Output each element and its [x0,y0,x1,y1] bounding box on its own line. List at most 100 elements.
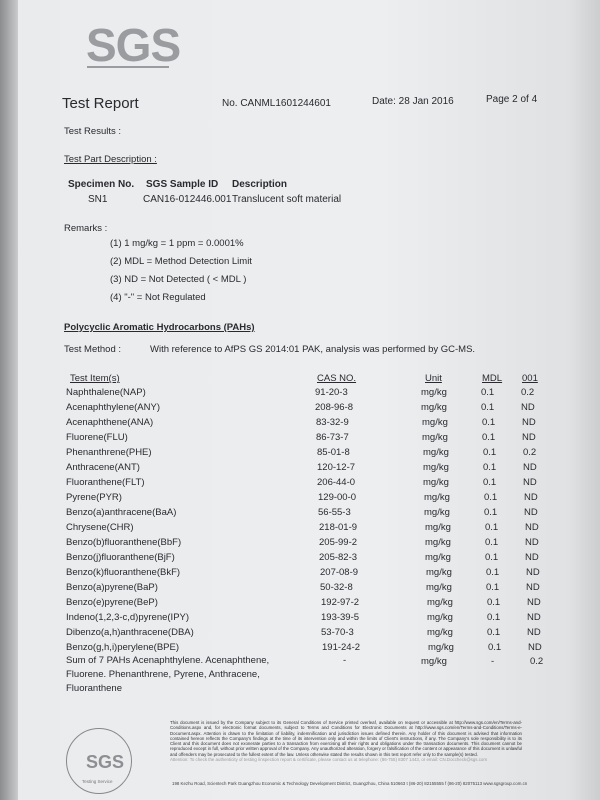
mdl: 0.1 [486,582,500,593]
test-item: Benzo(k)fluoranthene(BkF) [66,567,181,578]
sample-id: CAN16-012446.001 [143,194,232,205]
mdl: 0.1 [485,552,499,563]
sgs-stamp [66,728,132,794]
table-row: Fluorene(FLU) 86-73-7 mg/kg 0.1 ND [0,432,600,446]
cas-no: 85-01-8 [317,447,350,458]
remark-item: (2) MDL = Method Detection Limit [110,256,252,267]
sum-result: 0.2 [530,656,544,667]
result-001: ND [522,417,536,428]
result-001: ND [527,627,541,638]
mdl: 0.1 [482,417,496,428]
cas-no: 129-00-0 [318,492,357,503]
footer-address: 198 Kezhu Road, Scientech Park Guangzhou… [172,781,528,786]
remark-item: (1) 1 mg/kg = 1 ppm = 0.0001% [110,238,244,249]
unit: mg/kg [422,417,448,428]
unit: mg/kg [421,402,447,413]
sum-label-line: Sum of 7 PAHs Acenaphthylene. Acenaphthe… [66,655,270,666]
table-row: Benzo(j)fluoranthene(BjF) 205-82-3 mg/kg 0.… [0,552,600,566]
cas-no: 205-82-3 [319,552,358,563]
unit: mg/kg [422,432,448,443]
unit: mg/kg [423,477,449,488]
logo-underline [87,66,169,68]
cas-no: 192-97-2 [321,597,360,608]
unit: mg/kg [425,552,451,563]
specimen-no: SN1 [88,194,108,205]
unit: mg/kg [427,627,453,638]
result-001: ND [523,477,537,488]
test-results-label: Test Results : [64,126,122,137]
unit: mg/kg [421,387,447,398]
test-item: Indeno(1,2,3-c,d)pyrene(IPY) [66,612,190,623]
table-row: Dibenzo(a,h)anthracene(DBA) 53-70-3 mg/kg 0… [0,627,600,641]
cas-no: 208-96-8 [315,402,354,413]
table-row: Anthracene(ANT) 120-12-7 mg/kg 0.1 ND [0,462,600,476]
result-001: ND [525,522,539,533]
result-001: ND [525,552,539,563]
report-title: Test Report [62,95,139,112]
table-row: Benzo(b)fluoranthene(BbF) 205-99-2 mg/kg 0.… [0,537,600,551]
test-item: Naphthalene(NAP) [66,387,146,398]
test-item: Benzo(b)fluoranthene(BbF) [66,537,182,548]
test-item: Benzo(a)anthracene(BaA) [66,507,177,518]
remarks-label: Remarks : [64,223,108,234]
result-001: 0.2 [523,447,537,458]
cas-no: 53-70-3 [321,627,354,638]
result-001: ND [521,402,535,413]
specimen-header-id: SGS Sample ID [146,179,219,190]
unit: mg/kg [423,462,449,473]
cas-no: 191-24-2 [322,642,361,653]
unit: mg/kg [426,582,452,593]
specimen-header-no: Specimen No. [68,179,135,190]
test-item: Acenaphthene(ANA) [66,417,154,428]
cas-no: 50-32-8 [320,582,353,593]
test-part-description-label: Test Part Description : [64,154,157,165]
test-item: Benzo(e)pyrene(BeP) [66,597,158,608]
page-edge-shadow [0,0,18,800]
test-item: Anthracene(ANT) [66,462,140,473]
test-item: Phenanthrene(PHE) [66,447,152,458]
result-001: ND [524,507,538,518]
header-mdl: MDL [482,373,503,384]
unit: mg/kg [428,642,454,653]
header-unit: Unit [425,373,442,384]
table-row: Pyrene(PYR) 129-00-0 mg/kg 0.1 ND [0,492,600,506]
result-001: ND [527,597,541,608]
cas-no: 206-44-0 [317,477,356,488]
mdl: 0.1 [486,567,500,578]
result-001: ND [522,432,536,443]
test-method-text: With reference to AfPS GS 2014:01 PAK, a… [150,344,476,355]
test-item: Pyrene(PYR) [66,492,122,503]
mdl: 0.1 [484,492,498,503]
header-sample-001: 001 [522,373,538,384]
cas-no: 205-99-2 [319,537,358,548]
unit: mg/kg [426,567,452,578]
test-item: Benzo(a)pyrene(BaP) [66,582,158,593]
table-row: Chrysene(CHR) 218-01-9 mg/kg 0.1 ND [0,522,600,536]
mdl: 0.1 [483,477,497,488]
test-item: Fluoranthene(FLT) [66,477,145,488]
unit: mg/kg [424,492,450,503]
table-row: Benzo(e)pyrene(BeP) 192-97-2 mg/kg 0.1 ND [0,597,600,611]
mdl: 0.1 [481,387,495,398]
report-date: Date: 28 Jan 2016 [372,96,454,107]
test-item: Benzo(j)fluoranthene(BjF) [66,552,175,563]
table-row: Naphthalene(NAP) 91-20-3 mg/kg 0.1 0.2 [0,387,600,401]
result-001: ND [523,462,537,473]
test-item: Acenaphthylene(ANY) [66,402,160,413]
report-number: No. CANML1601244601 [222,98,331,109]
cas-no: 91-20-3 [315,387,348,398]
section-title: Polycyclic Aromatic Hydrocarbons (PAHs) [64,322,255,333]
table-row: Acenaphthene(ANA) 83-32-9 mg/kg 0.1 ND [0,417,600,431]
mdl: 0.1 [487,627,501,638]
mdl: 0.1 [485,537,499,548]
mdl: 0.1 [482,432,496,443]
result-001: 0.2 [521,387,535,398]
test-method-label: Test Method : [64,344,122,355]
table-row: Benzo(a)pyrene(BaP) 50-32-8 mg/kg 0.1 ND [0,582,600,596]
unit: mg/kg [423,447,449,458]
document-page [18,0,600,800]
result-001: ND [526,567,540,578]
footer-disclaimer: This document is issued by the Company s… [170,720,522,762]
test-item: Benzo(g,h,i)perylene(BPE) [66,642,179,653]
unit: mg/kg [427,612,453,623]
